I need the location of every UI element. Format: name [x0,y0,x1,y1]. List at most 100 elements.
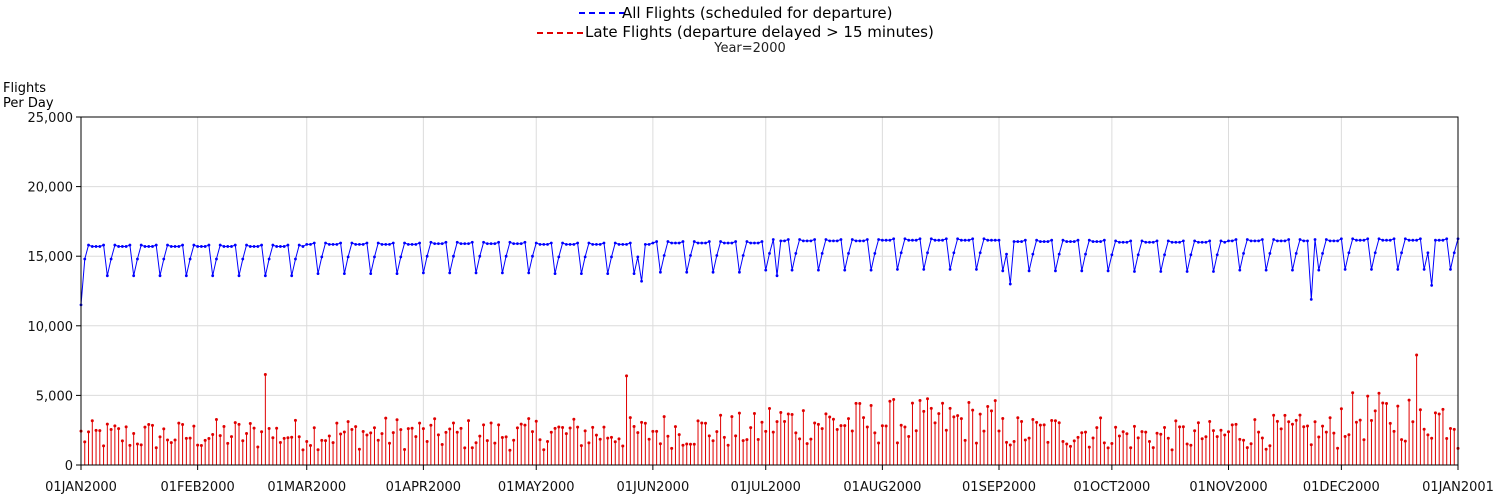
all-flights-point [463,242,467,246]
all-flights-point [681,240,685,243]
late-flights-point [305,440,309,444]
late-flights-point [414,435,418,439]
late-flights-point [899,423,903,427]
late-flights-point [451,421,455,425]
late-flights-point [636,431,640,435]
all-flights-point [500,271,504,275]
late-flights-point [1076,435,1080,439]
all-flights-point [903,237,907,241]
late-flights-point [301,448,305,452]
late-flights-point [173,438,177,442]
all-flights-point [546,242,549,246]
late-flights-point [1418,408,1422,412]
all-flights-point [877,238,881,241]
all-flights-point [1283,239,1287,243]
late-flights-point [587,441,591,445]
late-flights-point [963,438,967,442]
all-flights-point [978,251,982,255]
late-flights-point [1053,419,1057,423]
all-flights-point [358,242,361,246]
late-flights-point [1117,434,1121,438]
legend-item-late-flights: Late Flights (departure delayed > 15 min… [0,23,1500,43]
all-flights-point [817,268,820,272]
all-flights-point [1035,238,1039,242]
all-flights-point [1099,240,1102,243]
all-flights-point [414,242,418,246]
late-flights-point [102,444,106,448]
late-flights-point [297,435,301,439]
late-flights-point [926,397,930,401]
all-flights-point [1193,239,1197,243]
y-axis-label-line2: Per Day [3,96,54,111]
late-flights-point [741,439,745,443]
late-flights-point [1189,443,1193,447]
all-flights-point [1377,237,1381,241]
all-flights-point [192,243,196,247]
all-flights-point [1452,251,1456,255]
all-flights-point [497,240,501,244]
all-flights-point [1159,270,1163,273]
late-flights-point [685,442,689,446]
all-flights-point [963,238,967,242]
late-flights-point [768,406,771,410]
late-flights-point [177,421,181,425]
all-flights-point [959,238,963,242]
late-flights-point [1302,425,1306,429]
all-flights-point [907,238,911,242]
x-tick-label: 01AUG2000 [843,480,921,495]
late-flights-point [410,426,414,430]
legend-label-late-flights: Late Flights (departure delayed > 15 min… [585,23,934,41]
late-flights-point [651,429,655,433]
late-flights-point [564,432,568,436]
late-flights-point [421,427,425,431]
all-flights-point [1430,284,1434,287]
late-flights-point [948,406,952,410]
all-flights-point [1291,268,1294,272]
all-flights-point [1234,238,1238,241]
late-flights-point [579,444,583,448]
late-flights-point [621,444,625,448]
late-flights-point [696,419,700,423]
all-flights-point [1072,240,1076,243]
x-tick-label: 01MAY2000 [498,480,575,495]
all-flights-point [922,268,926,271]
all-flights-point [1287,238,1291,241]
all-flights-point [1445,237,1449,241]
late-flights-point [1211,429,1215,433]
all-flights-point [263,274,267,278]
late-flights-point [455,430,459,434]
late-flights-point [388,441,392,445]
all-flights-point [425,254,429,258]
late-flights-point [907,434,911,438]
all-flights-point [658,270,662,274]
all-flights-point [346,255,350,259]
late-flights-point [613,440,617,444]
late-flights-point [271,436,275,440]
all-flights-point [538,242,542,246]
late-flights-point [1294,418,1298,422]
late-flights-point [523,423,527,427]
late-flights-point [90,419,94,423]
all-flights-point [1257,239,1260,243]
late-flights-point [1422,427,1426,431]
all-flights-point [124,245,128,248]
all-flights-point [557,255,561,259]
all-flights-point [1245,238,1249,241]
all-flights-point [820,252,824,255]
all-flights-point [880,238,884,242]
late-flights-point [632,425,636,429]
chart-subtitle: Year=2000 [714,41,786,56]
late-flights-point [1445,436,1449,440]
all-flights-point [1170,240,1174,244]
late-flights-point [493,441,497,445]
all-flights-point [320,255,324,259]
late-flights-point [203,438,207,442]
all-flights-point [613,241,617,245]
all-flights-point [971,237,975,241]
late-flights-point [474,441,478,445]
late-flights-point [760,420,764,424]
all-flights-point [1212,270,1215,273]
all-flights-point [1121,240,1125,244]
plot-frame [80,116,1459,466]
all-flights-point [1279,239,1283,243]
